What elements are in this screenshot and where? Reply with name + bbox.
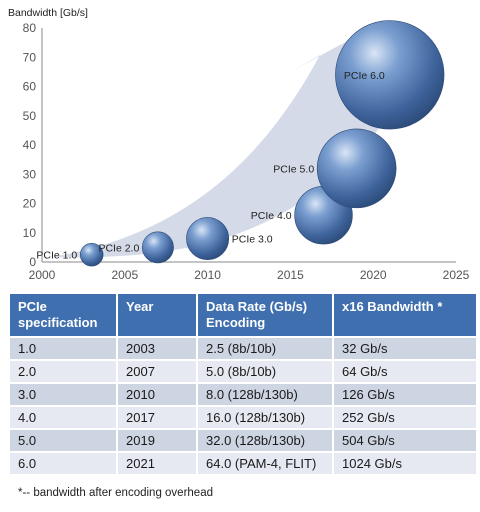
cell-year: 2003 xyxy=(118,338,198,359)
cell-year: 2019 xyxy=(118,430,198,451)
x-tick-labels: 2000 2005 2010 2015 2020 2025 xyxy=(29,268,470,282)
header-data-rate: Data Rate (Gb/s) Encoding xyxy=(198,294,334,336)
cell-data-rate: 16.0 (128b/130b) xyxy=(198,407,334,428)
cell-data-rate: 5.0 (8b/10b) xyxy=(198,361,334,382)
pcie-spec-table: PCIe specification Year Data Rate (Gb/s)… xyxy=(10,292,476,476)
cell-bandwidth: 64 Gb/s xyxy=(334,361,476,382)
table-row: 5.0 2019 32.0 (128b/130b) 504 Gb/s xyxy=(10,430,476,451)
table-header-row: PCIe specification Year Data Rate (Gb/s)… xyxy=(10,294,476,336)
x-tick-label: 2005 xyxy=(111,268,138,282)
table-row: 2.0 2007 5.0 (8b/10b) 64 Gb/s xyxy=(10,361,476,382)
y-tick-label: 60 xyxy=(23,80,37,94)
cell-bandwidth: 32 Gb/s xyxy=(334,338,476,359)
y-tick-label: 20 xyxy=(23,197,37,211)
bubble-label: PCIe 5.0 xyxy=(273,163,314,175)
x-tick-label: 2020 xyxy=(360,268,387,282)
cell-year: 2021 xyxy=(118,453,198,474)
y-tick-label: 30 xyxy=(23,167,37,181)
cell-spec: 5.0 xyxy=(10,430,118,451)
table-row: 3.0 2010 8.0 (128b/130b) 126 Gb/s xyxy=(10,384,476,405)
bubble-label: PCIe 1.0 xyxy=(36,250,77,262)
bubble xyxy=(186,217,230,261)
bubble xyxy=(142,231,174,264)
cell-data-rate: 8.0 (128b/130b) xyxy=(198,384,334,405)
bubble xyxy=(316,128,397,209)
y-axis-title: Bandwidth [Gb/s] xyxy=(8,7,88,19)
y-tick-labels: 0 10 20 30 40 50 60 70 80 xyxy=(23,21,37,269)
bubble xyxy=(79,242,104,267)
bubble xyxy=(335,20,445,130)
y-tick-label: 70 xyxy=(23,50,37,64)
bubbles: PCIe 1.0 PCIe 2.0 PCIe 3.0 PCIe 4.0 PCIe 5.0… xyxy=(36,20,445,267)
cell-data-rate: 2.5 (8b/10b) xyxy=(198,338,334,359)
table-row: 6.0 2021 64.0 (PAM-4, FLIT) 1024 Gb/s xyxy=(10,453,476,474)
y-tick-label: 50 xyxy=(23,109,37,123)
bubble-label: PCIe 2.0 xyxy=(98,242,139,254)
bubble-label: PCIe 6.0 xyxy=(344,70,385,82)
cell-bandwidth: 126 Gb/s xyxy=(334,384,476,405)
header-spec: PCIe specification xyxy=(10,294,118,336)
x-tick-label: 2000 xyxy=(29,268,56,282)
cell-bandwidth: 1024 Gb/s xyxy=(334,453,476,474)
cell-bandwidth: 252 Gb/s xyxy=(334,407,476,428)
x-tick-label: 2025 xyxy=(443,268,470,282)
cell-spec: 2.0 xyxy=(10,361,118,382)
cell-spec: 4.0 xyxy=(10,407,118,428)
cell-bandwidth: 504 Gb/s xyxy=(334,430,476,451)
cell-spec: 6.0 xyxy=(10,453,118,474)
y-tick-label: 40 xyxy=(23,138,37,152)
cell-data-rate: 32.0 (128b/130b) xyxy=(198,430,334,451)
header-year: Year xyxy=(118,294,198,336)
bubble-label: PCIe 3.0 xyxy=(232,234,273,246)
y-tick-label: 0 xyxy=(29,255,36,269)
cell-year: 2010 xyxy=(118,384,198,405)
x-tick-label: 2015 xyxy=(277,268,304,282)
header-bandwidth: x16 Bandwidth * xyxy=(334,294,476,336)
x-tick-label: 2010 xyxy=(194,268,221,282)
table-row: 4.0 2017 16.0 (128b/130b) 252 Gb/s xyxy=(10,407,476,428)
y-tick-label: 80 xyxy=(23,21,37,35)
cell-spec: 1.0 xyxy=(10,338,118,359)
table-row: 1.0 2003 2.5 (8b/10b) 32 Gb/s xyxy=(10,338,476,359)
cell-year: 2017 xyxy=(118,407,198,428)
cell-year: 2007 xyxy=(118,361,198,382)
footnote: *-- bandwidth after encoding overhead xyxy=(18,487,213,499)
bubble-label: PCIe 4.0 xyxy=(251,210,292,222)
cell-spec: 3.0 xyxy=(10,384,118,405)
y-tick-label: 10 xyxy=(23,226,37,240)
cell-data-rate: 64.0 (PAM-4, FLIT) xyxy=(198,453,334,474)
